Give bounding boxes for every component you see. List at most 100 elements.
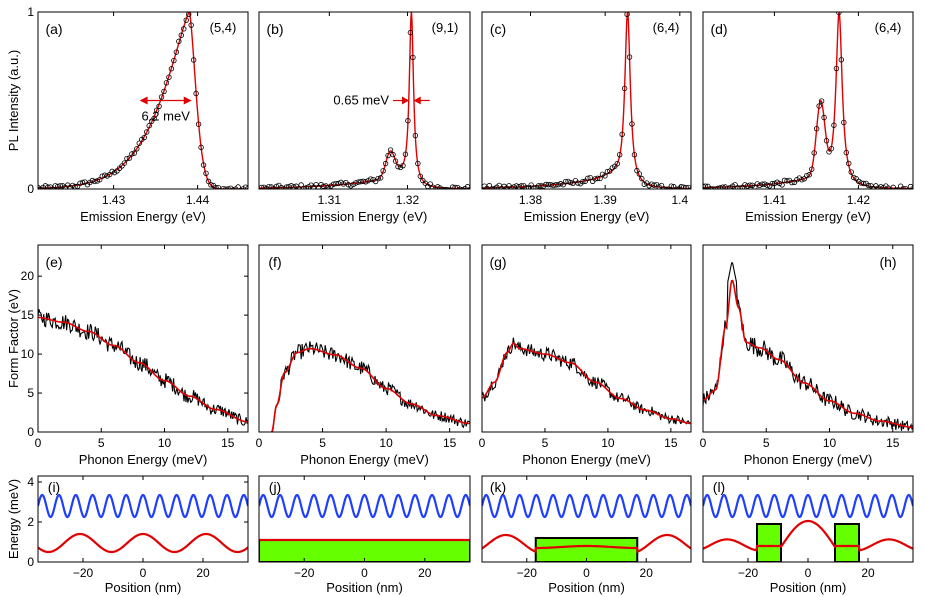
data-point <box>166 74 172 80</box>
data-point <box>530 185 537 189</box>
data-point <box>158 94 165 100</box>
data-point <box>153 107 160 114</box>
data-point <box>562 178 569 185</box>
x-tick-label: 0 <box>361 566 368 580</box>
axes-box <box>258 11 471 190</box>
data-point <box>720 184 726 189</box>
x-tick-label: 15 <box>664 436 678 450</box>
data-point <box>587 174 593 181</box>
data-point <box>823 138 830 144</box>
phonon-wave <box>38 493 248 519</box>
panel-label: (f) <box>268 254 281 270</box>
x-tick-label: 5 <box>98 436 105 450</box>
x-tick-label: 0 <box>140 566 147 580</box>
data-point <box>678 184 684 189</box>
panel-label: (j) <box>269 479 281 495</box>
data-point <box>616 151 623 158</box>
data-point <box>614 160 620 167</box>
data-point <box>215 185 222 189</box>
y-tick-label: 0 <box>27 182 34 196</box>
panel-label: (i) <box>48 479 60 495</box>
data-point <box>831 122 837 128</box>
data-point <box>764 182 770 188</box>
data-point <box>565 178 571 185</box>
y-axis-label: PL Intensity (a.u.) <box>6 50 21 151</box>
plot-area <box>38 309 248 426</box>
x-axis-label: Position (nm) <box>326 580 403 595</box>
fwhm-annotation: 0.65 meV <box>333 93 430 108</box>
data-point <box>198 144 204 151</box>
data-point <box>673 186 679 189</box>
y-tick-label: 0 <box>27 425 34 439</box>
data-point <box>779 182 785 188</box>
fit-line <box>38 316 248 423</box>
data-point <box>553 182 559 188</box>
x-tick-label: 5 <box>319 436 326 450</box>
x-tick-label: −20 <box>517 566 538 580</box>
data-point <box>363 179 369 185</box>
panel-j: −20 0 20 Position (nm) (j) <box>258 475 471 595</box>
data-point <box>440 186 446 189</box>
data-point <box>663 186 670 189</box>
data-point <box>136 140 142 146</box>
data-point <box>283 184 290 189</box>
data-point <box>518 183 525 189</box>
data-point <box>375 175 381 182</box>
data-point <box>545 181 552 188</box>
data-point <box>188 22 194 28</box>
data-point <box>417 173 424 179</box>
data-point <box>715 185 721 189</box>
arrow-head <box>413 96 421 105</box>
data-point <box>333 180 339 187</box>
x-tick-label: −20 <box>738 566 759 580</box>
arrow-head <box>183 96 192 105</box>
data-point <box>821 114 827 121</box>
x-tick-label: −20 <box>294 566 315 580</box>
data-point <box>223 186 229 189</box>
data-point <box>712 186 719 189</box>
data-point <box>809 166 815 172</box>
data-point <box>77 180 83 187</box>
potential-well <box>834 523 860 562</box>
axes-box <box>37 11 249 190</box>
data-point <box>459 187 466 189</box>
data-point <box>97 176 103 183</box>
data-point <box>624 12 630 17</box>
data-point <box>683 184 689 189</box>
chirality-label: (9,1) <box>432 20 459 35</box>
panel-h: 0 5 10 15 Phonon Energy (meV) (h) <box>700 244 914 467</box>
x-tick-label: 5 <box>542 436 549 450</box>
data-point <box>163 80 170 86</box>
data-point <box>412 132 419 139</box>
data-point <box>846 160 852 167</box>
x-tick-label: 0 <box>256 436 263 450</box>
data-point <box>410 54 416 61</box>
data-point <box>769 180 775 187</box>
axes-box <box>258 244 471 433</box>
data-point <box>235 184 241 189</box>
fit-line <box>270 347 470 432</box>
x-tick-label: 0 <box>700 436 707 450</box>
data-point <box>387 147 394 153</box>
panel-c: (6,4) 1.38 1.39 1.4 Emission Energy (eV) (c) <box>481 11 692 224</box>
data-point <box>784 178 790 184</box>
y-tick-label: 5 <box>27 386 34 400</box>
data-point <box>353 180 359 186</box>
panel-label: (c) <box>490 21 506 37</box>
chirality-label: (5,4) <box>210 20 237 35</box>
data-point <box>144 129 150 135</box>
data-point <box>92 178 98 185</box>
arrow-head <box>139 96 148 105</box>
arrow-head <box>402 96 410 105</box>
y-tick-label: 0 <box>27 555 34 569</box>
data-point <box>124 155 130 162</box>
y-axis-label: Form Factor (eV) <box>6 289 21 388</box>
panel-label: (h) <box>879 254 896 270</box>
plot-area <box>38 493 248 554</box>
data-point <box>415 160 421 167</box>
axes-box <box>37 244 249 433</box>
plot-area <box>703 493 913 562</box>
panel-l: −20 0 20 Position (nm) (l) <box>702 475 914 595</box>
x-tick-label: 0 <box>583 566 590 580</box>
